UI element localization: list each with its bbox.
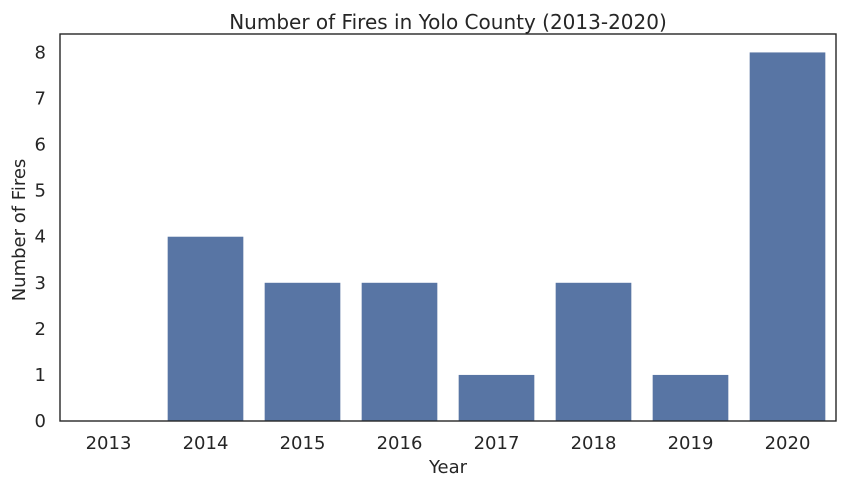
y-tick-label: 4 bbox=[35, 227, 46, 248]
x-tick-label: 2013 bbox=[86, 433, 132, 454]
x-tick-label: 2017 bbox=[474, 433, 520, 454]
y-tick-label: 0 bbox=[35, 411, 46, 432]
x-axis-label: Year bbox=[428, 457, 468, 478]
bars-group bbox=[167, 52, 826, 422]
x-tick-label: 2020 bbox=[765, 433, 811, 454]
chart-title: Number of Fires in Yolo County (2013-202… bbox=[229, 10, 667, 34]
y-tick-label: 6 bbox=[35, 135, 46, 156]
bar-2019 bbox=[652, 374, 729, 421]
x-tick-label: 2019 bbox=[668, 433, 714, 454]
plot-frame bbox=[59, 33, 837, 422]
x-tick-label: 2014 bbox=[183, 433, 229, 454]
bar-2014 bbox=[167, 236, 244, 421]
y-tick-label: 3 bbox=[35, 273, 46, 294]
y-tick-label: 7 bbox=[35, 89, 46, 110]
y-tick-label: 2 bbox=[35, 319, 46, 340]
x-tick-label: 2016 bbox=[377, 433, 423, 454]
y-ticks-group: 0 1 2 3 4 5 6 7 8 bbox=[35, 42, 46, 432]
bar-2015 bbox=[264, 282, 341, 421]
y-tick-label: 1 bbox=[35, 365, 46, 386]
y-axis-label: Number of Fires bbox=[9, 159, 30, 302]
bar-2018 bbox=[555, 282, 632, 421]
x-tick-label: 2015 bbox=[280, 433, 326, 454]
bar-2016 bbox=[361, 282, 438, 421]
bar-2017 bbox=[458, 374, 535, 421]
y-tick-label: 5 bbox=[35, 181, 46, 202]
y-tick-label: 8 bbox=[35, 42, 46, 63]
x-tick-label: 2018 bbox=[571, 433, 617, 454]
x-ticks-group: 2013 2014 2015 2016 2017 2018 2019 2020 bbox=[86, 433, 811, 454]
bar-2020 bbox=[749, 52, 826, 422]
